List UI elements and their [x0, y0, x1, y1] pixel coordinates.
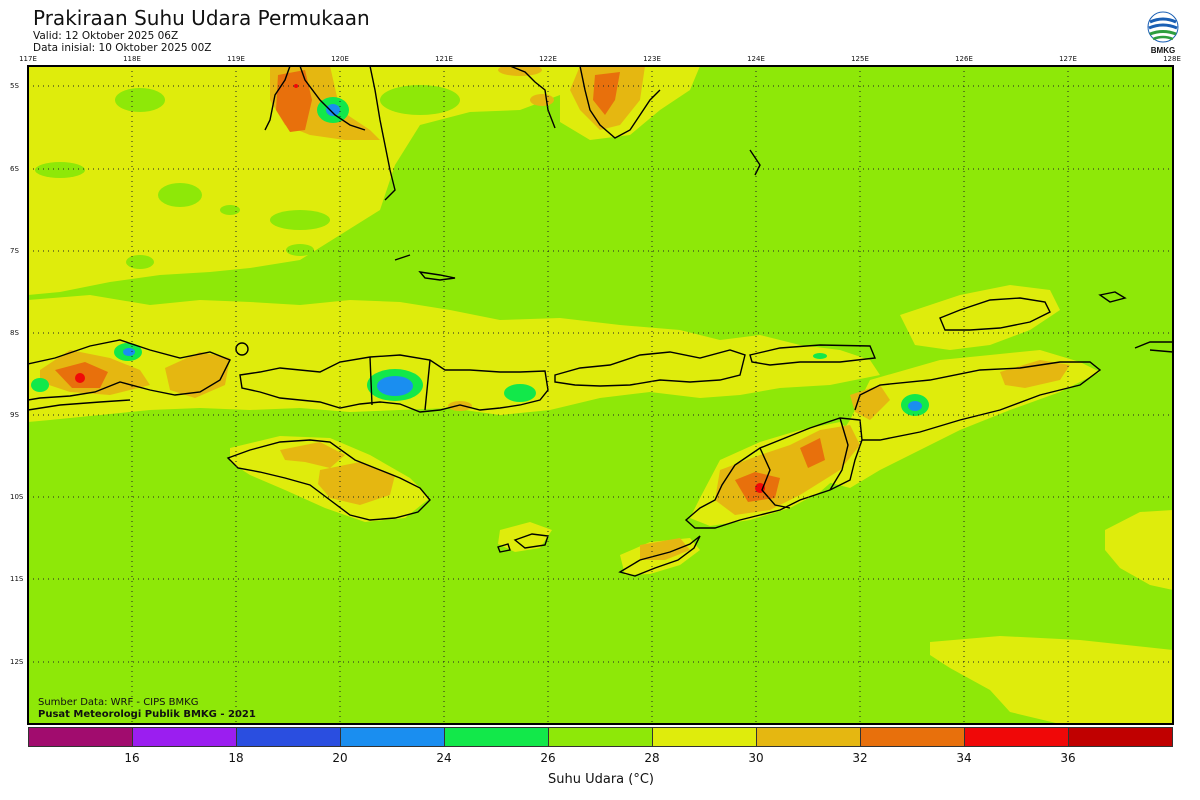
- lon-label: 122E: [539, 55, 557, 63]
- lon-label: 124E: [747, 55, 765, 63]
- scale-tick: 28: [644, 751, 660, 765]
- scale-segment: [341, 728, 445, 746]
- lon-label: 128E: [1163, 55, 1181, 63]
- lon-label: 119E: [227, 55, 245, 63]
- scale-tick: 20: [332, 751, 348, 765]
- scale-tick: 32: [852, 751, 868, 765]
- scale-segment: [29, 728, 133, 746]
- lon-label: 120E: [331, 55, 349, 63]
- bmkg-logo-icon: BMKG: [1147, 11, 1179, 55]
- lat-label: 5S: [10, 82, 19, 90]
- lat-label: 7S: [10, 247, 19, 255]
- lat-label: 6S: [10, 165, 19, 173]
- scale-segment: [549, 728, 653, 746]
- lon-label: 126E: [955, 55, 973, 63]
- legend-label: Suhu Udara (°C): [548, 772, 654, 787]
- temp-band-20-24: [123, 104, 922, 411]
- lon-label: 125E: [851, 55, 869, 63]
- scale-segment: [445, 728, 549, 746]
- scale-tick: 24: [436, 751, 452, 765]
- organization-credit: Pusat Meteorologi Publik BMKG - 2021: [38, 709, 256, 720]
- coastlines: [28, 66, 1173, 577]
- scale-tick: 26: [540, 751, 556, 765]
- data-source: Sumber Data: WRF - CIPS BMKG: [38, 697, 199, 708]
- scale-segment: [861, 728, 965, 746]
- scale-tick: 34: [956, 751, 972, 765]
- temp-band-32-34: [55, 70, 825, 502]
- scale-tick: 36: [1060, 751, 1076, 765]
- scale-segment: [757, 728, 861, 746]
- lon-label: 118E: [123, 55, 141, 63]
- lon-label: 117E: [19, 55, 37, 63]
- color-scale-bar: [28, 727, 1173, 747]
- initial-time: Data inisial: 10 Oktober 2025 00Z: [33, 42, 212, 54]
- scale-segment: [653, 728, 757, 746]
- temp-band-28-30: [28, 66, 1173, 724]
- lon-label: 121E: [435, 55, 453, 63]
- scale-segment: [237, 728, 341, 746]
- scale-tick: 30: [748, 751, 764, 765]
- scale-tick: 16: [124, 751, 140, 765]
- lat-lon-grid: [28, 66, 1173, 724]
- lat-label: 12S: [10, 658, 24, 666]
- lat-label: 9S: [10, 411, 19, 419]
- valid-time: Valid: 12 Oktober 2025 06Z: [33, 30, 179, 42]
- lat-label: 11S: [10, 575, 24, 583]
- scale-tick: 18: [228, 751, 244, 765]
- scale-segment: [965, 728, 1069, 746]
- lat-label: 8S: [10, 329, 19, 337]
- lon-label: 127E: [1059, 55, 1077, 63]
- temp-band-26-28-patches: [35, 85, 460, 269]
- lon-label: 123E: [643, 55, 661, 63]
- lat-label: 10S: [10, 493, 24, 501]
- scale-segment: [1069, 728, 1172, 746]
- map-frame: [27, 65, 1174, 725]
- scale-segment: [133, 728, 237, 746]
- logo-text: BMKG: [1151, 46, 1175, 55]
- page-title: Prakiraan Suhu Udara Permukaan: [33, 6, 370, 30]
